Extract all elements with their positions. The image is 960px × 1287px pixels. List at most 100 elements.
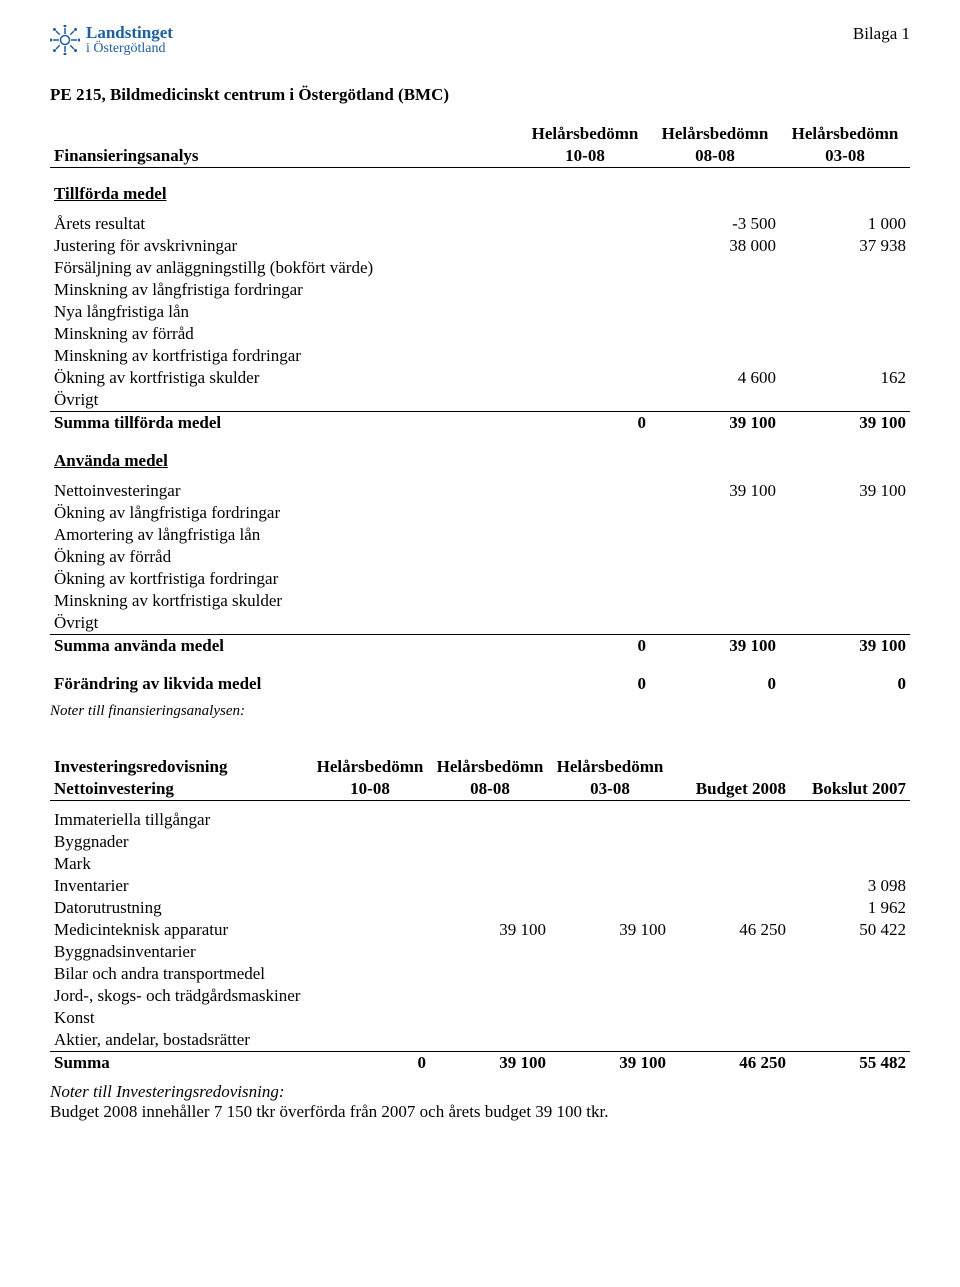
table-cell — [310, 875, 430, 897]
table-cell — [430, 809, 550, 831]
sum-cell: 39 100 — [430, 1051, 550, 1074]
table-cell — [670, 875, 790, 897]
table-row-label: Försäljning av anläggningstillg (bokfört… — [50, 257, 520, 279]
table-cell — [310, 897, 430, 919]
col-sub: Bokslut 2007 — [790, 778, 910, 801]
table-cell — [550, 875, 670, 897]
col-sub: Budget 2008 — [670, 778, 790, 801]
forandring-cell: 0 — [780, 673, 910, 695]
table-row-label: Byggnadsinventarier — [50, 941, 310, 963]
col-header: Helårsbedömn — [780, 123, 910, 145]
table-row-label: Minskning av förråd — [50, 323, 520, 345]
sum-tillforda-label: Summa tillförda medel — [50, 412, 520, 435]
col-sub: 03-08 — [550, 778, 670, 801]
table-row-label: Nettoinvesteringar — [50, 480, 520, 502]
table-cell — [670, 809, 790, 831]
sum-cell: 0 — [520, 635, 650, 658]
table-cell — [670, 941, 790, 963]
financing-table: Helårsbedömn Helårsbedömn Helårsbedömn F… — [50, 123, 910, 696]
table-cell — [310, 831, 430, 853]
table-cell — [790, 985, 910, 1007]
table-cell — [670, 853, 790, 875]
table-cell — [650, 257, 780, 279]
table-cell — [310, 963, 430, 985]
table-cell — [520, 235, 650, 257]
table-row-label: Övrigt — [50, 612, 520, 635]
table-cell — [650, 612, 780, 635]
table-cell — [650, 568, 780, 590]
table-cell — [310, 853, 430, 875]
table-row-label: Minskning av kortfristiga skulder — [50, 590, 520, 612]
table-cell: 162 — [780, 367, 910, 389]
landstinget-icon — [50, 25, 80, 55]
col-sub: 08-08 — [430, 778, 550, 801]
sum-cell: 39 100 — [780, 412, 910, 435]
table-cell — [430, 985, 550, 1007]
table-cell — [650, 524, 780, 546]
forandring-cell: 0 — [650, 673, 780, 695]
table-cell — [670, 963, 790, 985]
table-cell: 38 000 — [650, 235, 780, 257]
table-cell — [520, 568, 650, 590]
table-cell — [520, 323, 650, 345]
table-cell: 50 422 — [790, 919, 910, 941]
table-cell — [790, 963, 910, 985]
sum-cell: 39 100 — [650, 635, 780, 658]
inv-row-title: Nettoinvestering — [50, 778, 310, 801]
logo-line1: Landstinget — [86, 24, 173, 42]
table-cell — [550, 1029, 670, 1052]
table-cell — [550, 985, 670, 1007]
table-row-label: Ökning av långfristiga fordringar — [50, 502, 520, 524]
table-cell — [790, 1029, 910, 1052]
table-row-label: Inventarier — [50, 875, 310, 897]
table-cell: 39 100 — [430, 919, 550, 941]
table-row-label: Jord-, skogs- och trädgårdsmaskiner — [50, 985, 310, 1007]
table-cell — [430, 963, 550, 985]
table-cell: 1 000 — [780, 213, 910, 235]
col-header: Helårsbedömn — [550, 756, 670, 778]
table-cell — [430, 941, 550, 963]
table-row-label: Minskning av långfristiga fordringar — [50, 279, 520, 301]
table-cell — [520, 524, 650, 546]
table-row-label: Konst — [50, 1007, 310, 1029]
col-header: Helårsbedömn — [430, 756, 550, 778]
table-row-label: Amortering av långfristiga lån — [50, 524, 520, 546]
table-cell: 46 250 — [670, 919, 790, 941]
table-cell — [780, 301, 910, 323]
table-cell — [520, 213, 650, 235]
table-cell — [520, 367, 650, 389]
inv-title: Investeringsredovisning — [54, 757, 228, 776]
table-cell — [550, 831, 670, 853]
table-cell — [780, 612, 910, 635]
sum-cell: 46 250 — [670, 1051, 790, 1074]
sum-cell: 0 — [520, 412, 650, 435]
table-cell — [670, 897, 790, 919]
table-cell — [790, 853, 910, 875]
table-row-label: Mark — [50, 853, 310, 875]
table-cell — [430, 1007, 550, 1029]
table-cell — [780, 546, 910, 568]
table-cell — [550, 963, 670, 985]
col-sub: 03-08 — [780, 145, 910, 168]
table-cell: 39 100 — [650, 480, 780, 502]
table-cell — [550, 809, 670, 831]
table-cell — [430, 875, 550, 897]
table-cell — [790, 809, 910, 831]
investment-table: Investeringsredovisning Helårsbedömn Hel… — [50, 756, 910, 1074]
table-row-label: Datorutrustning — [50, 897, 310, 919]
table-row-label: Nya långfristiga lån — [50, 301, 520, 323]
table-row-label: Ökning av kortfristiga fordringar — [50, 568, 520, 590]
table-cell — [430, 1029, 550, 1052]
table-cell — [520, 279, 650, 301]
table-cell — [780, 524, 910, 546]
table-cell — [430, 897, 550, 919]
table-cell — [520, 502, 650, 524]
logo: Landstinget i Östergötland — [50, 24, 910, 57]
table-row-label: Minskning av kortfristiga fordringar — [50, 345, 520, 367]
page: Bilaga 1 Landstinget i Östergötland PE 2… — [0, 0, 960, 1162]
table-cell — [550, 1007, 670, 1029]
table-cell: 39 100 — [780, 480, 910, 502]
table-row-label: Aktier, andelar, bostadsrätter — [50, 1029, 310, 1052]
table-cell — [650, 389, 780, 412]
table-cell — [520, 257, 650, 279]
